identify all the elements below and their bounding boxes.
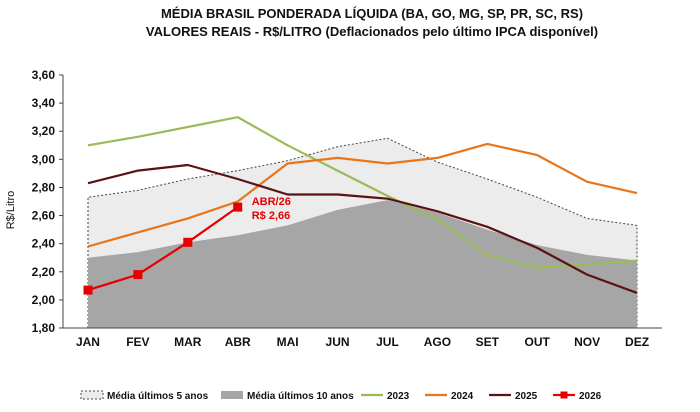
y-axis-label: R$/Litro <box>5 191 17 230</box>
legend-marker-2026 <box>560 391 568 399</box>
y-tick-label: 3,40 <box>32 96 56 110</box>
legend-swatch-media-ultimos-10-anos <box>221 391 243 399</box>
x-tick-label-fev: FEV <box>126 335 149 349</box>
series-line-2023 <box>87 116 638 269</box>
series-line-2024 <box>87 142 638 248</box>
point-2026-abr <box>233 202 243 212</box>
legend-swatch-media-ultimos-5-anos <box>80 390 104 400</box>
series-layer <box>83 116 638 295</box>
x-tick-label-ago: AGO <box>424 335 451 349</box>
annotation-line1: ABR/26 <box>252 196 291 208</box>
x-tick-label-mai: MAI <box>277 335 299 349</box>
series-line-2025 <box>87 163 638 294</box>
x-tick-label-nov: NOV <box>574 335 600 349</box>
legend-label-media-ultimos-5-anos: Média últimos 5 anos <box>107 391 209 402</box>
area-media-ultimos-10-anos <box>87 200 638 328</box>
y-tick-label: 3,60 <box>32 68 56 82</box>
y-tick-label: 2,00 <box>32 293 56 307</box>
area-outline-media-ultimos-5-anos <box>87 137 638 329</box>
x-tick-label-dez: DEZ <box>625 335 649 349</box>
y-tick-label: 3,00 <box>32 152 56 166</box>
x-tick-label-jan: JAN <box>76 335 100 349</box>
legend-label-2024: 2024 <box>451 391 474 402</box>
x-tick-label-out: OUT <box>525 335 551 349</box>
y-tick-label: 2,20 <box>32 265 56 279</box>
chart-subtitle: VALORES REAIS - R$/LITRO (Deflacionados … <box>146 24 598 39</box>
legend-label-media-ultimos-10-anos: Média últimos 10 anos <box>247 391 354 402</box>
area-layer <box>87 137 638 329</box>
point-2026-jan <box>83 285 93 295</box>
point-2026-fev <box>133 270 143 280</box>
series-line-2026 <box>87 206 239 292</box>
y-tick-label: 2,60 <box>32 209 56 223</box>
x-tick-label-jun: JUN <box>326 335 350 349</box>
annotation-layer: ABR/26 R$ 2,66 <box>252 196 291 222</box>
axes <box>62 75 662 329</box>
x-tick-label-mar: MAR <box>174 335 202 349</box>
legend-label-2026: 2026 <box>579 391 602 402</box>
point-2026-mar <box>183 237 193 247</box>
y-tick-label: 3,20 <box>32 124 56 138</box>
y-tick-label: 2,80 <box>32 180 56 194</box>
y-tick-label: 2,40 <box>32 237 56 251</box>
y-tick-label: 1,80 <box>32 321 56 335</box>
annotation-line2: R$ 2,66 <box>252 210 291 222</box>
x-tick-label-abr: ABR <box>225 335 251 349</box>
x-tick-label-set: SET <box>476 335 500 349</box>
legend-label-2025: 2025 <box>515 391 538 402</box>
chart-title: MÉDIA BRASIL PONDERADA LÍQUIDA (BA, GO, … <box>161 6 583 21</box>
tick-layer: 1,80 2,00 2,20 2,40 2,60 2,80 3,00 3,20 3,40 3,60… <box>32 68 649 349</box>
x-tick-label-jul: JUL <box>376 335 399 349</box>
legend-label-2023: 2023 <box>387 391 410 402</box>
legend: Média últimos 5 anos Média últimos 10 ano… <box>80 390 602 402</box>
